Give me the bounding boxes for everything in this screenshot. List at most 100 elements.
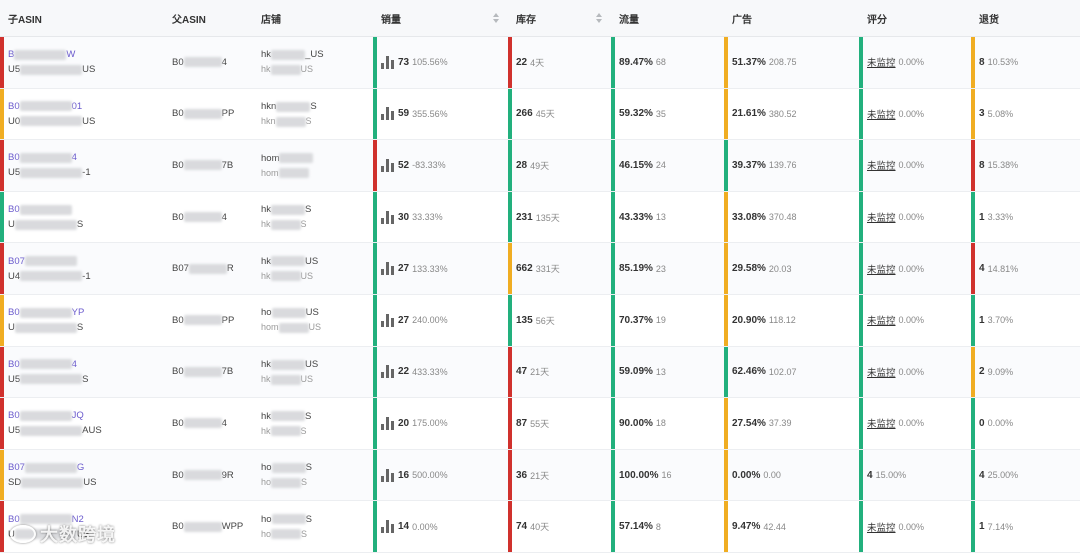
traffic-count: 23	[655, 263, 666, 274]
shop-name-sub: hom	[261, 168, 313, 179]
rating-status[interactable]: 未监控	[867, 419, 896, 431]
child-asin-link[interactable]: B0 4	[8, 358, 77, 370]
bar-chart-icon[interactable]	[381, 262, 394, 276]
rating-status[interactable]: 4	[867, 469, 873, 481]
header-sales[interactable]: 销量	[373, 0, 508, 36]
traffic-value: 70.37%	[619, 314, 653, 326]
sort-icon[interactable]	[595, 13, 603, 23]
ad-value: 39.37%	[732, 159, 766, 171]
shop-name-sub: ho S	[261, 477, 308, 488]
bar-chart-icon[interactable]	[381, 468, 394, 482]
rating-pct: 0.00%	[898, 521, 925, 532]
child-asin-link[interactable]: B0 N2	[8, 513, 84, 525]
rating-pct: 0.00%	[898, 263, 925, 274]
bar-chart-icon[interactable]	[381, 520, 394, 534]
traffic-count: 68	[655, 57, 666, 68]
header-shop[interactable]: 店铺	[261, 14, 281, 26]
sales-growth: 240.00%	[412, 315, 448, 326]
rating-status[interactable]: 未监控	[867, 264, 896, 276]
bar-chart-icon[interactable]	[381, 365, 394, 379]
rating-status[interactable]: 未监控	[867, 58, 896, 70]
bar-chart-icon[interactable]	[381, 55, 394, 69]
rating-status[interactable]: 未监控	[867, 316, 896, 328]
status-bar	[859, 88, 863, 140]
status-bar	[373, 140, 377, 191]
stock-days: 55天	[530, 418, 550, 429]
parent-asin: B0 4	[172, 56, 227, 68]
status-bar	[724, 398, 728, 449]
rating-status[interactable]: 未监控	[867, 522, 896, 534]
bar-chart-icon[interactable]	[381, 416, 394, 430]
rating-pct: 0.00%	[898, 366, 925, 377]
stock-days: 21天	[530, 367, 550, 378]
header-parent-asin[interactable]: 父ASIN	[172, 14, 206, 26]
sales-value: 27	[398, 263, 410, 275]
status-bar	[508, 88, 512, 140]
stock-days: 49天	[530, 160, 550, 171]
header-stock[interactable]: 库存	[508, 0, 611, 36]
status-bar	[373, 294, 377, 346]
shop-name-sub: hk US	[261, 270, 314, 282]
header-child-asin[interactable]: 子ASIN	[8, 14, 42, 26]
rating-pct: 0.00%	[898, 57, 925, 68]
child-asin-sub: U0 US	[8, 115, 96, 127]
status-bar	[859, 398, 863, 449]
return-count: 8	[979, 159, 985, 171]
header-rating[interactable]: 评分	[867, 14, 887, 26]
bar-chart-icon[interactable]	[381, 158, 394, 172]
child-asin-link[interactable]: B0	[8, 204, 83, 215]
child-asin-link[interactable]: B07	[8, 256, 91, 267]
status-bar	[508, 398, 512, 449]
return-pct: 14.81%	[987, 263, 1019, 274]
bar-chart-icon[interactable]	[381, 313, 394, 327]
ad-value: 29.58%	[732, 263, 766, 275]
status-bar	[508, 243, 512, 294]
stock-days: 135天	[535, 212, 560, 223]
sales-growth: -83.33%	[412, 160, 446, 171]
rating-status[interactable]: 未监控	[867, 213, 896, 225]
child-asin-link[interactable]: B0 4	[8, 152, 77, 164]
rating-pct: 0.00%	[898, 418, 925, 429]
child-asin-link[interactable]: B07 G	[8, 462, 85, 474]
traffic-count: 35	[655, 108, 666, 119]
parent-asin: B0 WPP	[172, 521, 244, 533]
parent-asin: B0 7B	[172, 366, 234, 378]
sales-growth: 355.56%	[412, 108, 448, 119]
return-pct: 9.09%	[987, 366, 1014, 377]
status-bar	[508, 140, 512, 191]
sales-value: 59	[398, 108, 410, 120]
status-bar	[724, 294, 728, 346]
table-row: B W U5 US B0 4 hk _US hk US 73 105.56% 22 4天 89.47% 68 5…	[0, 37, 1080, 89]
ad-spend: 380.52	[768, 108, 797, 119]
header-traffic[interactable]: 流量	[619, 14, 639, 26]
bar-chart-icon[interactable]	[381, 210, 394, 224]
rating-status[interactable]: 未监控	[867, 367, 896, 379]
return-count: 2	[979, 366, 985, 378]
sort-icon[interactable]	[492, 13, 500, 23]
status-bar	[508, 501, 512, 552]
traffic-value: 90.00%	[619, 417, 653, 429]
stock-value: 22	[516, 56, 528, 68]
status-bar	[373, 501, 377, 552]
status-bar	[859, 140, 863, 191]
status-bar	[611, 346, 615, 398]
child-asin-link[interactable]: B0 YP	[8, 307, 85, 319]
traffic-count: 19	[655, 315, 666, 326]
rating-status[interactable]: 未监控	[867, 109, 896, 121]
stock-value: 662	[516, 263, 533, 275]
ad-spend: 0.00	[763, 470, 781, 481]
header-ad[interactable]: 广告	[732, 14, 752, 26]
child-asin-link[interactable]: B0 01	[8, 100, 83, 112]
header-return[interactable]: 退货	[979, 14, 999, 26]
bar-chart-icon[interactable]	[381, 107, 394, 121]
parent-asin: B0 9R	[172, 469, 234, 481]
stock-value: 36	[516, 469, 528, 481]
sales-value: 27	[398, 314, 410, 326]
rating-status[interactable]: 未监控	[867, 161, 896, 173]
return-count: 1	[979, 521, 985, 533]
sales-growth: 105.56%	[412, 57, 448, 68]
shop-name: hk US	[261, 255, 319, 267]
child-asin-link[interactable]: B0 JQ	[8, 410, 84, 422]
